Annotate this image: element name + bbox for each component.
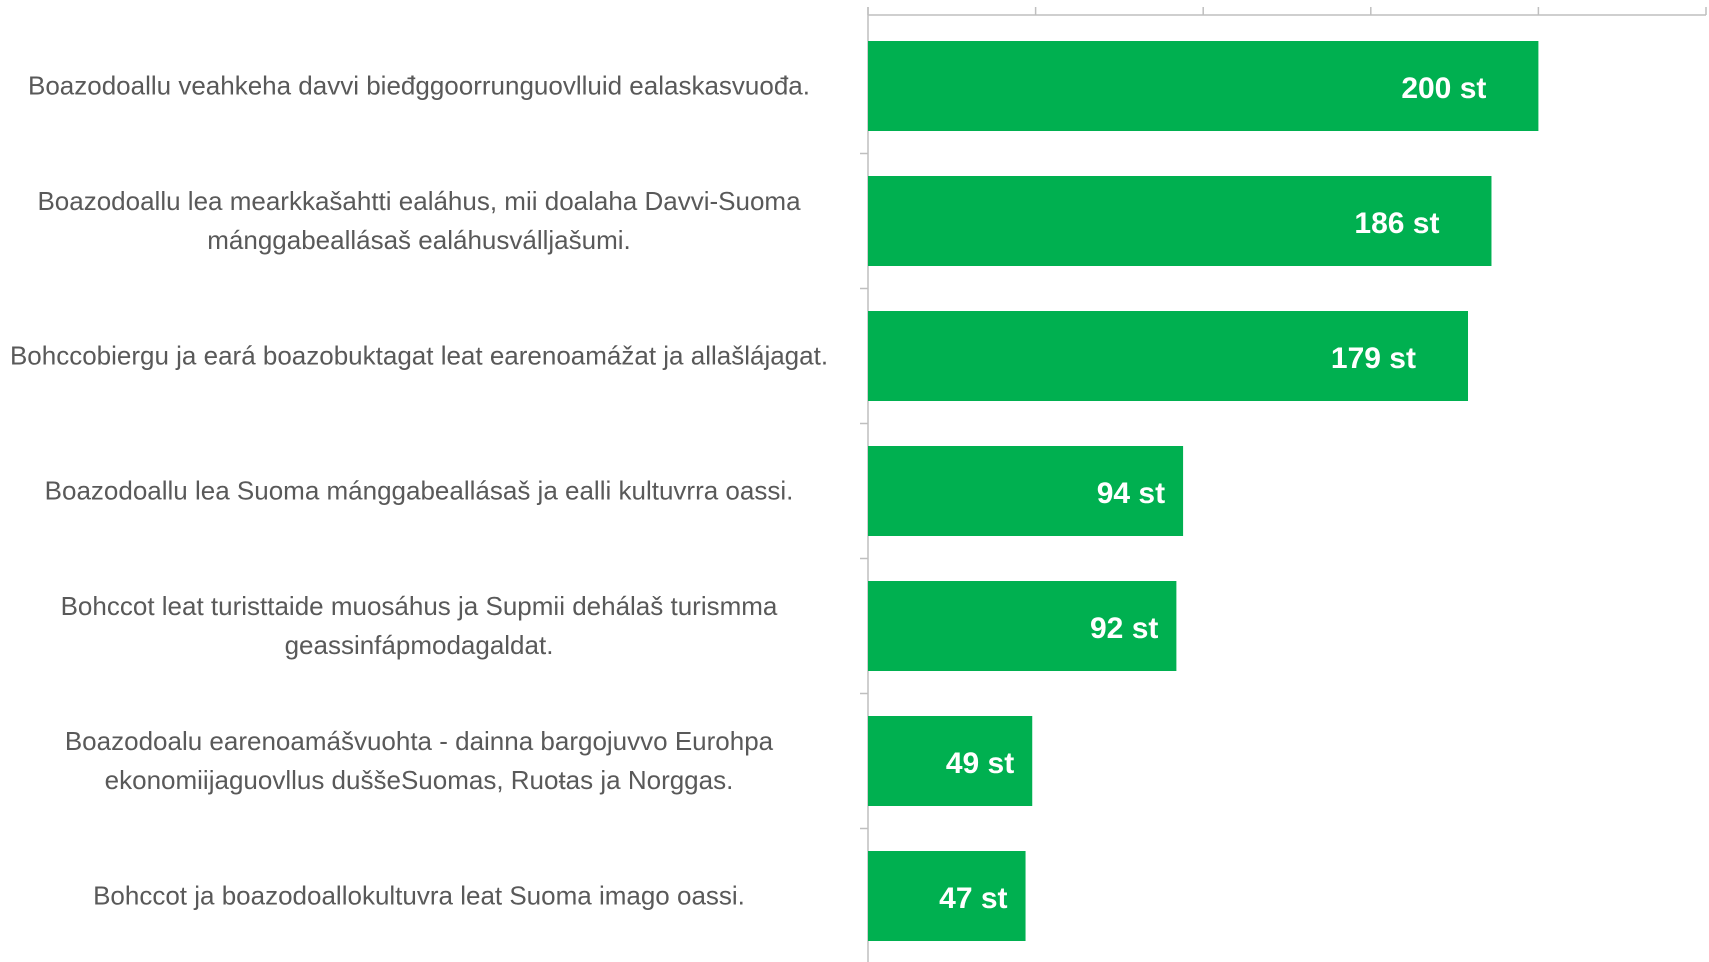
bar	[868, 581, 1177, 671]
value-label: 94 st	[1097, 477, 1165, 510]
bar	[868, 716, 1033, 806]
value-label: 92 st	[1090, 612, 1158, 645]
category-label: Bohccot leat turisttaide muosáhus ja Sup…	[60, 591, 778, 660]
bar	[868, 41, 1539, 131]
bar	[868, 851, 1026, 941]
category-label: Bohccot ja boazodoallokultuvra leat Suom…	[93, 880, 745, 911]
category-label: Boazodoallu veahkeha davvi bieđggoorrung…	[27, 70, 810, 101]
bar	[868, 311, 1469, 401]
category-label: Boazodoalu earenoamášvuohta - dainna bar…	[64, 726, 774, 795]
value-label: 186 st	[1354, 207, 1439, 240]
category-label: Boazodoallu lea Suoma mánggabeallásaš ja…	[44, 475, 794, 506]
category-label: Boazodoallu lea mearkkašahtti ealáhus, m…	[37, 186, 801, 255]
value-label: 49 st	[946, 747, 1014, 780]
value-label: 179 st	[1331, 342, 1416, 375]
bar	[868, 446, 1184, 536]
category-label: Bohccobiergu ja eará boazobuktagat leat …	[9, 340, 829, 371]
value-label: 47 st	[939, 882, 1007, 915]
bar	[868, 176, 1492, 266]
value-label: 200 st	[1401, 72, 1486, 105]
